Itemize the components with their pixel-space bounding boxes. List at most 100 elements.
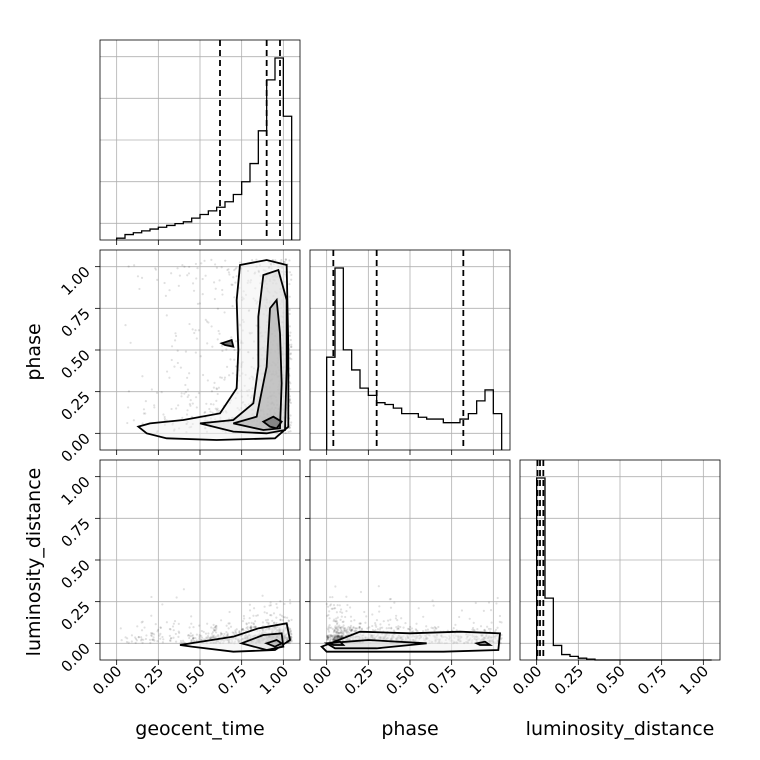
sample-point (156, 278, 159, 282)
sample-point (328, 639, 331, 643)
sample-point (170, 272, 173, 275)
sample-point (187, 394, 190, 397)
sample-point (194, 637, 197, 640)
sample-point (288, 282, 291, 286)
sample-point (290, 278, 293, 281)
sample-point (186, 409, 189, 412)
sample-point (332, 638, 335, 641)
sample-point (195, 277, 198, 280)
sample-point (173, 620, 177, 623)
sample-point (211, 634, 214, 638)
sample-point (186, 388, 190, 391)
sample-point (358, 627, 361, 630)
sample-point (127, 390, 131, 393)
sample-point (332, 637, 336, 640)
histogram-step-line (116, 57, 293, 240)
sample-point (150, 388, 153, 391)
sample-point (238, 631, 241, 634)
sample-point (337, 635, 340, 638)
sample-point (496, 626, 499, 629)
sample-point (195, 406, 198, 409)
sample-point (333, 637, 336, 640)
sample-point (217, 409, 221, 412)
sample-point (177, 404, 180, 407)
sample-point (355, 630, 358, 633)
sample-point (366, 627, 369, 630)
sample-point (365, 615, 368, 618)
sample-point (272, 621, 275, 625)
sample-point (218, 279, 221, 282)
sample-point (127, 265, 130, 268)
sample-point (341, 611, 344, 614)
sample-point (426, 628, 430, 631)
sample-point (202, 638, 205, 641)
sample-point (213, 636, 216, 639)
sample-point (231, 372, 234, 375)
sample-point (325, 602, 328, 606)
sample-point (214, 624, 218, 627)
sample-point (201, 293, 204, 296)
sample-point (224, 259, 227, 262)
sample-point (414, 628, 418, 631)
sample-point (385, 627, 388, 630)
sample-point (223, 311, 226, 314)
sample-point (326, 614, 329, 617)
sample-point (120, 639, 123, 642)
sample-point (352, 626, 355, 630)
sample-point (170, 637, 173, 640)
sample-point (188, 635, 192, 638)
sample-point (336, 636, 339, 639)
sample-point (124, 636, 127, 639)
sample-point (336, 635, 339, 638)
sample-point (340, 635, 343, 638)
sample-point (119, 627, 122, 630)
sample-point (290, 632, 293, 635)
sample-point (333, 629, 336, 632)
sample-point (138, 287, 141, 291)
sample-point (267, 621, 270, 624)
sample-point (168, 627, 171, 631)
sample-point (346, 603, 349, 607)
sample-point (228, 273, 231, 276)
sample-point (194, 329, 197, 332)
sample-point (200, 262, 203, 265)
sample-point (341, 635, 344, 638)
sample-point (333, 630, 336, 633)
sample-point (194, 262, 198, 266)
sample-point (191, 328, 194, 331)
sample-point (290, 358, 293, 361)
sample-point (205, 402, 208, 405)
sample-point (348, 628, 351, 631)
sample-point (289, 627, 292, 631)
sample-point (338, 636, 341, 639)
sample-point (160, 391, 163, 394)
sample-point (282, 616, 285, 619)
sample-point (340, 634, 343, 638)
sample-point (468, 617, 471, 620)
sample-point (268, 604, 271, 607)
sample-point (335, 620, 338, 623)
sample-point (168, 289, 171, 292)
sample-point (395, 625, 398, 629)
density-contour (473, 640, 493, 646)
sample-point (168, 376, 171, 379)
sample-point (326, 638, 329, 641)
sample-point (345, 630, 348, 634)
sample-point (336, 625, 339, 628)
sample-point (240, 628, 243, 631)
sample-point (378, 605, 381, 608)
sample-point (221, 349, 224, 352)
sample-point (341, 632, 344, 635)
sample-point (431, 599, 434, 602)
sample-point (159, 632, 162, 636)
sample-point (338, 632, 341, 635)
sample-point (133, 264, 136, 267)
sample-point (460, 609, 464, 612)
sample-point (290, 640, 293, 643)
sample-point (336, 635, 339, 638)
sample-point (226, 633, 229, 636)
sample-point (339, 626, 342, 630)
sample-point (169, 637, 173, 640)
sample-point (188, 322, 191, 326)
sample-point (375, 625, 378, 628)
